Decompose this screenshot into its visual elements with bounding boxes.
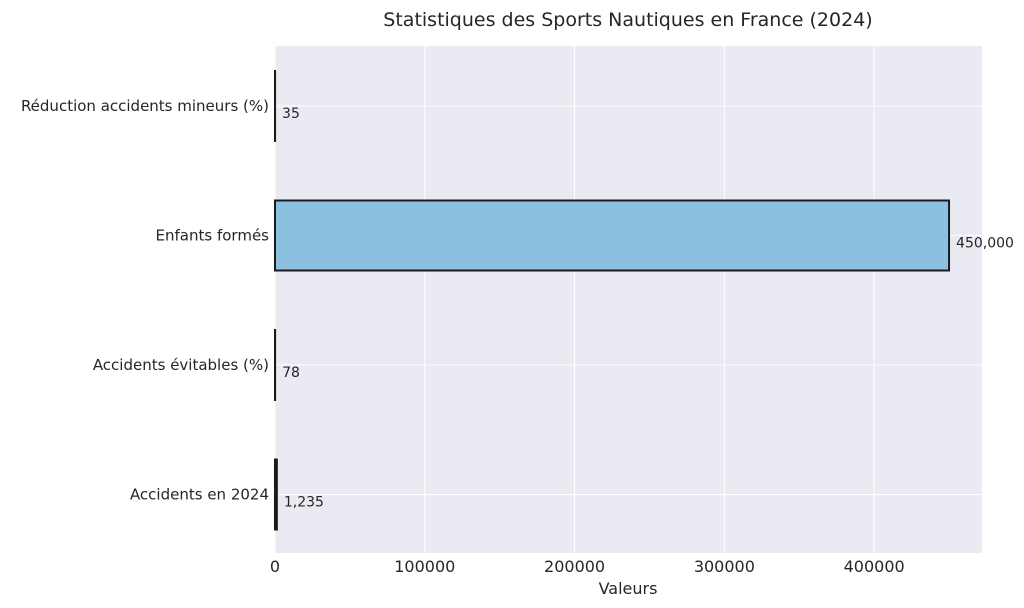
x-axis-label: Valeurs [599,579,658,598]
x-tick-label-0: 0 [270,557,280,576]
bar-3 [274,458,278,531]
data-label-0: 35 [282,106,300,122]
x-tick-label-1: 100000 [394,557,455,576]
category-labels: Réduction accidents mineurs (%) Enfants f… [21,97,269,504]
category-label-3: Accidents en 2024 [130,486,269,504]
x-tick-label-3: 300000 [694,557,755,576]
x-tick-label-4: 400000 [844,557,905,576]
chart-title: Statistiques des Sports Nautiques en Fra… [383,9,872,31]
category-label-1: Enfants formés [156,227,270,245]
data-label-3: 1,235 [284,495,324,511]
bars [274,70,951,531]
data-labels: 35 450,000 78 1,235 [282,106,1014,511]
x-tick-label-2: 200000 [544,557,605,576]
x-tick-labels: 0 100000 200000 300000 400000 [270,557,905,576]
plot-area [275,46,982,553]
data-label-1: 450,000 [956,236,1014,252]
category-label-0: Réduction accidents mineurs (%) [21,97,269,115]
data-label-2: 78 [282,365,300,381]
bar-1 [274,199,951,272]
category-label-2: Accidents évitables (%) [93,356,269,374]
